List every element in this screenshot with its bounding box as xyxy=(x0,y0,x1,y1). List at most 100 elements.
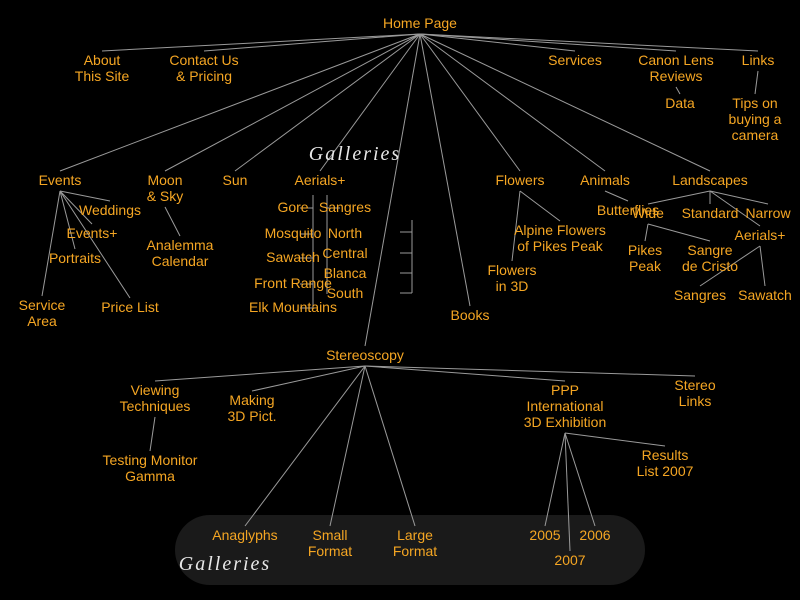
node-events-line-0: Events xyxy=(39,172,82,188)
node-contact-line-0: Contact Us xyxy=(169,52,238,68)
heading-galleries-top: Galleries xyxy=(309,143,401,165)
node-data-line-0: Data xyxy=(665,95,695,111)
node-results07[interactable]: ResultsList 2007 xyxy=(637,447,694,479)
node-gore[interactable]: Gore xyxy=(277,199,308,215)
node-aerials2[interactable]: Aerials+ xyxy=(735,227,786,243)
node-pikespeak[interactable]: PikesPeak xyxy=(628,242,662,274)
node-pricelist-line-0: Price List xyxy=(101,299,159,315)
node-south[interactable]: South xyxy=(327,285,364,301)
node-moonsky-line-0: Moon xyxy=(147,172,182,188)
node-stereoscopy[interactable]: Stereoscopy xyxy=(326,347,404,363)
node-blanca[interactable]: Blanca xyxy=(324,265,367,281)
node-home[interactable]: Home Page xyxy=(383,15,457,31)
node-landscapes[interactable]: Landscapes xyxy=(672,172,748,188)
node-data[interactable]: Data xyxy=(665,95,695,111)
node-flowers3d-line-0: Flowers xyxy=(487,262,536,278)
node-blanca-line-0: Blanca xyxy=(324,265,367,281)
edge-stereoscopy-largefmt xyxy=(365,366,415,526)
node-books[interactable]: Books xyxy=(451,307,490,323)
node-tips-line-1: buying a xyxy=(729,111,782,127)
edge-home-stereoscopy xyxy=(365,34,420,346)
node-stereoscopy-line-0: Stereoscopy xyxy=(326,347,404,363)
node-sangres2[interactable]: Sangres xyxy=(674,287,726,303)
node-standard[interactable]: Standard xyxy=(682,205,739,221)
node-tips[interactable]: Tips onbuying acamera xyxy=(729,95,782,143)
node-tips-line-2: camera xyxy=(732,127,779,143)
node-pricelist[interactable]: Price List xyxy=(101,299,159,315)
node-making3d-line-1: 3D Pict. xyxy=(227,408,276,424)
node-moonsky[interactable]: Moon& Sky xyxy=(147,172,184,204)
node-largefmt[interactable]: LargeFormat xyxy=(393,527,437,559)
node-mosquito-line-0: Mosquito xyxy=(265,225,322,241)
node-sun[interactable]: Sun xyxy=(223,172,248,188)
edge-aerials2-sawatch2 xyxy=(760,246,765,286)
node-servicearea-line-1: Area xyxy=(27,313,57,329)
node-narrow[interactable]: Narrow xyxy=(745,205,791,221)
node-wide[interactable]: Wide xyxy=(632,205,664,221)
edge-home-books xyxy=(420,34,470,306)
node-anaglyphs-line-0: Anaglyphs xyxy=(212,527,277,543)
node-ppp-line-0: PPP xyxy=(551,382,579,398)
node-aerials[interactable]: Aerials+ xyxy=(295,172,346,188)
node-frontrange[interactable]: Front Range xyxy=(254,275,332,291)
node-making3d-line-0: Making xyxy=(229,392,274,408)
node-weddings[interactable]: Weddings xyxy=(79,202,141,218)
node-portraits[interactable]: Portraits xyxy=(49,250,101,266)
node-sun-line-0: Sun xyxy=(223,172,248,188)
node-flowers[interactable]: Flowers xyxy=(495,172,544,188)
node-sangres1[interactable]: Sangres xyxy=(319,199,371,215)
node-canon-line-1: Reviews xyxy=(650,68,703,84)
node-y2006[interactable]: 2006 xyxy=(579,527,610,543)
node-mosquito[interactable]: Mosquito xyxy=(265,225,322,241)
node-stereolinks[interactable]: StereoLinks xyxy=(674,377,715,409)
node-analemma[interactable]: AnalemmaCalendar xyxy=(147,237,214,269)
node-flowers3d[interactable]: Flowersin 3D xyxy=(487,262,536,294)
node-aerials2-line-0: Aerials+ xyxy=(735,227,786,243)
node-books-line-0: Books xyxy=(451,307,490,323)
node-animals[interactable]: Animals xyxy=(580,172,630,188)
node-smallfmt[interactable]: SmallFormat xyxy=(308,527,352,559)
node-canon-line-0: Canon Lens xyxy=(638,52,714,68)
node-viewtech-line-1: Techniques xyxy=(120,398,191,414)
node-contact[interactable]: Contact Us& Pricing xyxy=(169,52,238,84)
node-sawatch1[interactable]: Sawatch xyxy=(266,249,320,265)
node-services[interactable]: Services xyxy=(548,52,602,68)
node-north[interactable]: North xyxy=(328,225,362,241)
edge-canon-data xyxy=(676,87,680,94)
node-anaglyphs[interactable]: Anaglyphs xyxy=(212,527,277,543)
node-analemma-line-0: Analemma xyxy=(147,237,214,253)
node-y2006-line-0: 2006 xyxy=(579,527,610,543)
node-viewtech[interactable]: ViewingTechniques xyxy=(120,382,191,414)
node-elkmtns[interactable]: Elk Mountains xyxy=(249,299,337,315)
node-results07-line-0: Results xyxy=(642,447,689,463)
nodes: Home Page AboutThis Site Contact Us& Prici… xyxy=(19,15,792,568)
node-ppp[interactable]: PPPInternational3D Exhibition xyxy=(524,382,607,430)
node-events[interactable]: Events xyxy=(39,172,82,188)
node-canon[interactable]: Canon LensReviews xyxy=(638,52,714,84)
node-about-line-0: About xyxy=(84,52,121,68)
edge-stereoscopy-viewtech xyxy=(155,366,365,381)
node-sangres1-line-0: Sangres xyxy=(319,199,371,215)
node-about[interactable]: AboutThis Site xyxy=(75,52,130,84)
node-weddings-line-0: Weddings xyxy=(79,202,141,218)
node-largefmt-line-0: Large xyxy=(397,527,433,543)
edge-ppp-results07 xyxy=(565,433,665,446)
node-sawatch2[interactable]: Sawatch xyxy=(738,287,792,303)
node-making3d[interactable]: Making3D Pict. xyxy=(227,392,276,424)
node-flowers-line-0: Flowers xyxy=(495,172,544,188)
node-testmon[interactable]: Testing MonitorGamma xyxy=(103,452,198,484)
edge-animals-butterflies xyxy=(605,191,628,201)
node-sangrecristo[interactable]: Sangrede Cristo xyxy=(682,242,738,274)
node-alpine-line-1: of Pikes Peak xyxy=(517,238,604,254)
node-landscapes-line-0: Landscapes xyxy=(672,172,748,188)
node-servicearea[interactable]: ServiceArea xyxy=(19,297,66,329)
node-central[interactable]: Central xyxy=(322,245,367,261)
node-central-line-0: Central xyxy=(322,245,367,261)
node-ppp-line-2: 3D Exhibition xyxy=(524,414,607,430)
node-y2007[interactable]: 2007 xyxy=(554,552,585,568)
node-y2005[interactable]: 2005 xyxy=(529,527,560,543)
node-alpine[interactable]: Alpine Flowersof Pikes Peak xyxy=(514,222,606,254)
node-eventsplus[interactable]: Events+ xyxy=(67,225,118,241)
node-viewtech-line-0: Viewing xyxy=(131,382,180,398)
node-links[interactable]: Links xyxy=(742,52,775,68)
